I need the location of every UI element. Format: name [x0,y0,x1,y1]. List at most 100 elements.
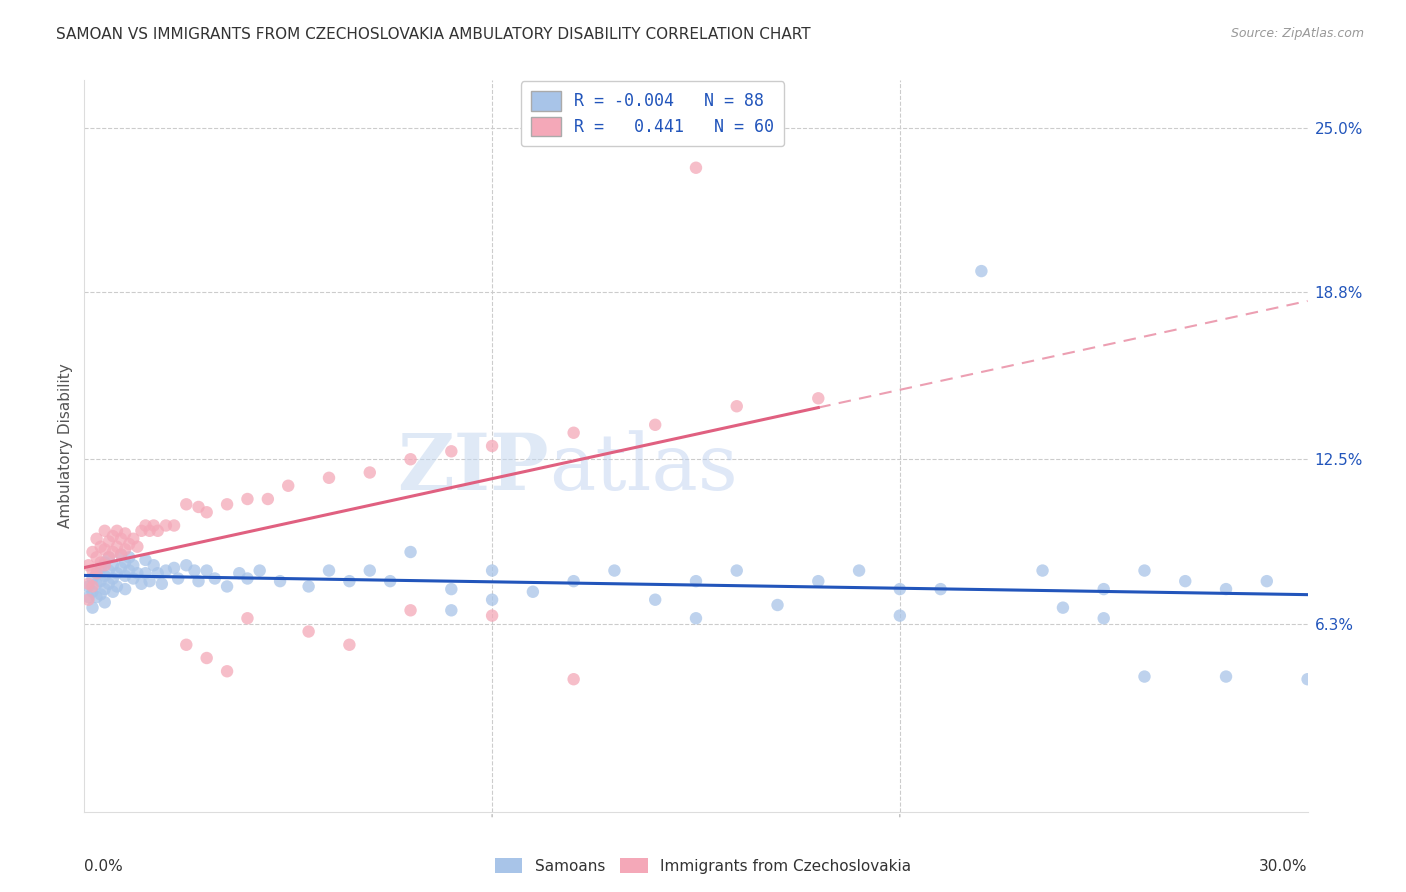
Point [889,582,911,596]
Point [339,638,361,652]
Point [146,524,169,538]
Point [114,526,136,541]
Point [1092,582,1115,596]
Point [399,603,422,617]
Point [685,161,707,175]
Point [93,524,115,538]
Point [101,572,124,586]
Point [77,592,100,607]
Point [118,537,141,551]
Point [277,479,299,493]
Point [135,518,157,533]
Point [131,524,153,538]
Point [163,561,186,575]
Point [603,564,626,578]
Point [481,592,503,607]
Point [110,561,132,575]
Point [77,579,100,593]
Point [174,497,197,511]
Point [807,392,830,406]
Point [138,574,160,589]
Point [138,524,160,538]
Point [118,550,141,565]
Point [97,550,120,565]
Point [298,624,321,639]
Point [90,587,112,601]
Point [1133,564,1156,578]
Point [1256,574,1278,589]
Point [97,534,120,549]
Point [359,466,381,480]
Text: Source: ZipAtlas.com: Source: ZipAtlas.com [1230,27,1364,40]
Point [1296,672,1319,686]
Point [97,576,120,591]
Point [93,582,115,596]
Point [86,576,108,591]
Point [131,576,153,591]
Point [101,558,124,573]
Point [204,572,226,586]
Point [399,452,422,467]
Point [77,558,100,573]
Point [101,584,124,599]
Point [82,579,104,593]
Point [195,564,218,578]
Point [481,439,503,453]
Point [359,564,381,578]
Point [1032,564,1054,578]
Point [90,561,112,575]
Point [155,518,177,533]
Point [82,564,104,578]
Point [86,532,108,546]
Point [90,556,112,570]
Point [187,500,209,514]
Point [217,665,239,679]
Point [399,545,422,559]
Point [110,548,132,562]
Point [481,564,503,578]
Point [1215,669,1237,683]
Point [339,574,361,589]
Point [135,553,157,567]
Point [174,638,197,652]
Point [114,556,136,570]
Point [101,545,124,559]
Point [146,566,169,581]
Point [163,518,186,533]
Point [228,566,250,581]
Point [90,574,112,589]
Point [105,540,128,554]
Point [93,595,115,609]
Y-axis label: Ambulatory Disability: Ambulatory Disability [58,364,73,528]
Point [86,566,108,581]
Point [1052,600,1074,615]
Point [122,558,145,573]
Point [1133,669,1156,683]
Point [86,550,108,565]
Point [685,611,707,625]
Point [110,532,132,546]
Point [118,564,141,578]
Point [217,497,239,511]
Point [970,264,993,278]
Point [93,542,115,557]
Point [257,491,280,506]
Point [127,540,149,554]
Legend: R = -0.004   N = 88, R =   0.441   N = 60: R = -0.004 N = 88, R = 0.441 N = 60 [520,81,785,146]
Point [440,444,463,458]
Point [167,572,190,586]
Point [105,524,128,538]
Text: ZIP: ZIP [398,430,550,506]
Text: 0.0%: 0.0% [84,859,124,874]
Point [127,566,149,581]
Point [380,574,402,589]
Legend: Samoans, Immigrants from Czechoslovakia: Samoans, Immigrants from Czechoslovakia [489,852,917,880]
Point [644,592,666,607]
Point [114,542,136,557]
Point [440,582,463,596]
Point [195,505,218,519]
Point [562,425,585,440]
Point [195,651,218,665]
Point [142,518,165,533]
Point [105,579,128,593]
